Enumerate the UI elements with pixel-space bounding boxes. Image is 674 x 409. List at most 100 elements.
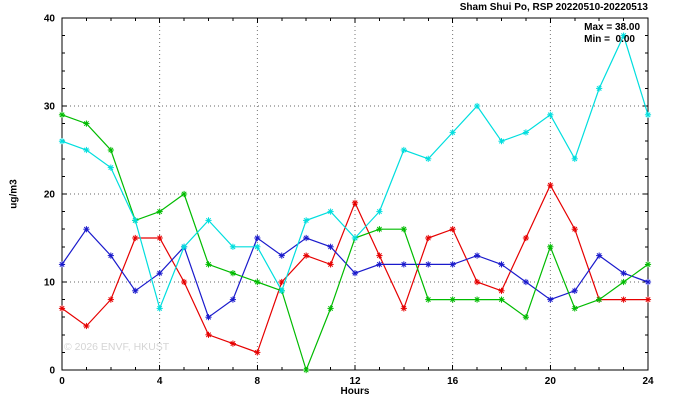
marker-asterisk	[474, 253, 480, 259]
x-tick-label: 8	[255, 376, 261, 387]
marker-asterisk	[572, 226, 578, 232]
marker-asterisk	[572, 305, 578, 311]
marker-asterisk	[205, 217, 212, 223]
marker-asterisk	[157, 305, 163, 311]
marker-asterisk	[572, 288, 578, 294]
x-axis-label: Hours	[340, 386, 370, 397]
marker-asterisk	[157, 209, 163, 215]
marker-asterisk	[205, 332, 212, 338]
marker-asterisk	[376, 261, 382, 267]
marker-asterisk	[108, 165, 114, 171]
marker-asterisk	[181, 244, 187, 250]
marker-asterisk	[279, 288, 285, 294]
marker-asterisk	[108, 253, 114, 259]
max-value-label: Max = 38.00	[584, 22, 640, 33]
marker-asterisk	[572, 156, 578, 162]
x-tick-label: 4	[157, 376, 163, 387]
x-tick-label: 24	[642, 376, 654, 387]
marker-asterisk	[328, 244, 334, 250]
marker-asterisk	[230, 341, 236, 347]
marker-asterisk	[376, 253, 382, 259]
marker-asterisk	[401, 261, 407, 267]
marker-asterisk	[132, 217, 138, 223]
marker-asterisk	[254, 244, 260, 250]
max-min-annotation: Max = 38.00 Min = 0.00	[584, 22, 640, 46]
marker-asterisk	[205, 261, 212, 267]
y-tick-label: 20	[44, 190, 56, 201]
marker-asterisk	[230, 270, 236, 276]
marker-asterisk	[376, 226, 382, 232]
marker-asterisk	[205, 314, 212, 320]
marker-asterisk	[157, 270, 163, 276]
marker-asterisk	[303, 235, 309, 241]
marker-asterisk	[645, 297, 651, 303]
y-axis-label: ug/m3	[8, 179, 20, 209]
series-red	[58, 182, 652, 356]
series-cyan	[58, 32, 652, 312]
marker-asterisk	[547, 297, 553, 303]
x-tick-label: 16	[447, 376, 459, 387]
marker-asterisk	[59, 261, 65, 267]
marker-asterisk	[547, 182, 553, 188]
marker-asterisk	[425, 261, 431, 267]
marker-asterisk	[621, 270, 627, 276]
marker-asterisk	[547, 112, 553, 118]
marker-asterisk	[645, 112, 651, 118]
marker-asterisk	[401, 147, 407, 153]
x-tick-label: 12	[349, 376, 361, 387]
marker-asterisk	[474, 279, 480, 285]
marker-asterisk	[621, 33, 627, 39]
x-tick-label: 0	[59, 376, 65, 387]
marker-asterisk	[303, 217, 309, 223]
marker-asterisk	[450, 226, 456, 232]
marker-asterisk	[108, 147, 114, 153]
marker-asterisk	[450, 261, 456, 267]
marker-asterisk	[83, 121, 89, 127]
marker-asterisk	[83, 226, 89, 232]
marker-asterisk	[523, 235, 529, 241]
marker-asterisk	[425, 235, 431, 241]
marker-asterisk	[254, 235, 260, 241]
marker-asterisk	[523, 314, 529, 320]
marker-asterisk	[498, 261, 505, 267]
marker-asterisk	[474, 103, 480, 109]
marker-asterisk	[474, 297, 480, 303]
marker-asterisk	[303, 253, 309, 259]
marker-asterisk	[498, 138, 505, 144]
marker-asterisk	[596, 85, 602, 91]
y-tick-label: 10	[44, 278, 56, 289]
marker-asterisk	[254, 349, 260, 355]
marker-asterisk	[328, 209, 334, 215]
x-tick-label: 20	[545, 376, 557, 387]
y-tick-label: 30	[44, 102, 56, 113]
min-value-label: Min = 0.00	[584, 34, 635, 45]
axes-ticks	[61, 17, 649, 371]
marker-asterisk	[547, 244, 553, 250]
marker-asterisk	[59, 305, 65, 311]
marker-asterisk	[181, 279, 187, 285]
marker-asterisk	[59, 138, 65, 144]
marker-asterisk	[450, 297, 456, 303]
marker-asterisk	[303, 367, 309, 373]
marker-asterisk	[425, 156, 431, 162]
marker-asterisk	[498, 297, 505, 303]
marker-asterisk	[108, 297, 114, 303]
marker-asterisk	[230, 297, 236, 303]
marker-asterisk	[279, 253, 285, 259]
watermark: © 2026 ENVF, HKUST	[64, 341, 170, 353]
marker-asterisk	[596, 297, 602, 303]
marker-asterisk	[352, 270, 358, 276]
marker-asterisk	[498, 288, 505, 294]
marker-asterisk	[352, 200, 358, 206]
marker-asterisk	[230, 244, 236, 250]
marker-asterisk	[328, 305, 334, 311]
marker-asterisk	[425, 297, 431, 303]
marker-asterisk	[621, 279, 627, 285]
marker-asterisk	[352, 235, 358, 241]
marker-asterisk	[523, 279, 529, 285]
y-tick-label: 0	[49, 366, 55, 377]
marker-asterisk	[83, 147, 89, 153]
marker-asterisk	[59, 112, 65, 118]
